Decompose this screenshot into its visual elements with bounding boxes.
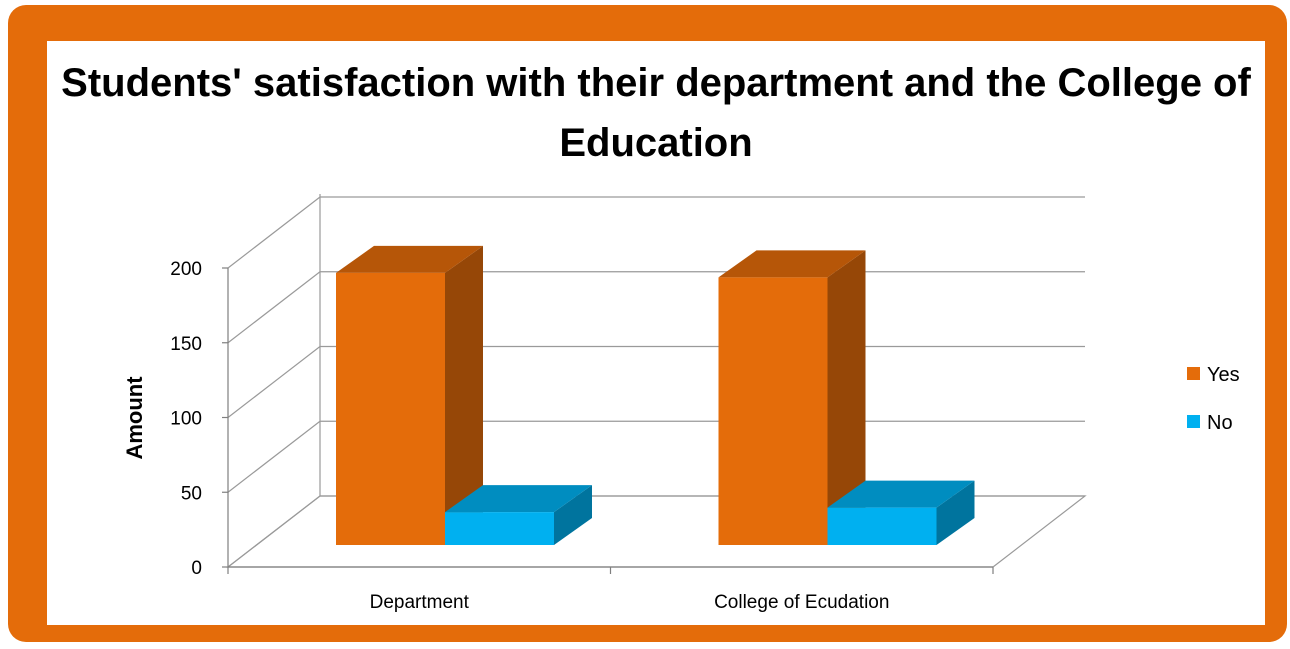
bar-yes-2 [718, 277, 828, 545]
side-gridline [227, 495, 321, 568]
y-tick-label: 50 [181, 483, 202, 504]
x-tick-label: College of Ecudation [714, 592, 889, 613]
bar-yes-2-top [718, 250, 866, 278]
bar-no-1-side [554, 485, 592, 545]
chart-frame: Students' satisfaction with their depart… [8, 5, 1287, 642]
bar-no-1 [445, 512, 554, 545]
legend-swatch-no [1187, 415, 1200, 428]
side-gridline [227, 271, 321, 344]
y-tick-label: 200 [170, 259, 202, 280]
side-gridline [227, 196, 321, 269]
bar-no-2 [827, 507, 937, 545]
y-tick-label: 150 [170, 334, 202, 355]
chart-panel: Students' satisfaction with their depart… [47, 41, 1265, 625]
bar-no-2-side [936, 480, 975, 545]
bar-no-1-top [445, 485, 592, 513]
bar-yes-2-side [827, 250, 866, 545]
bar-yes-1-top [336, 245, 483, 273]
legend-swatch-yes [1187, 367, 1200, 380]
legend-label-no: No [1207, 412, 1233, 434]
side-gridline [227, 346, 321, 418]
bar-no-2-top [827, 480, 975, 508]
legend-label-yes: Yes [1207, 364, 1240, 386]
side-gridline [227, 420, 321, 493]
bar-yes-1 [336, 272, 445, 545]
y-tick-label: 0 [191, 558, 202, 579]
x-tick-label: Department [370, 592, 470, 613]
chart-title: Students' satisfaction with their depart… [61, 61, 1251, 165]
bar-yes-1-side [445, 245, 483, 545]
y-axis-title: Amount [122, 376, 147, 460]
y-tick-label: 100 [170, 409, 202, 430]
